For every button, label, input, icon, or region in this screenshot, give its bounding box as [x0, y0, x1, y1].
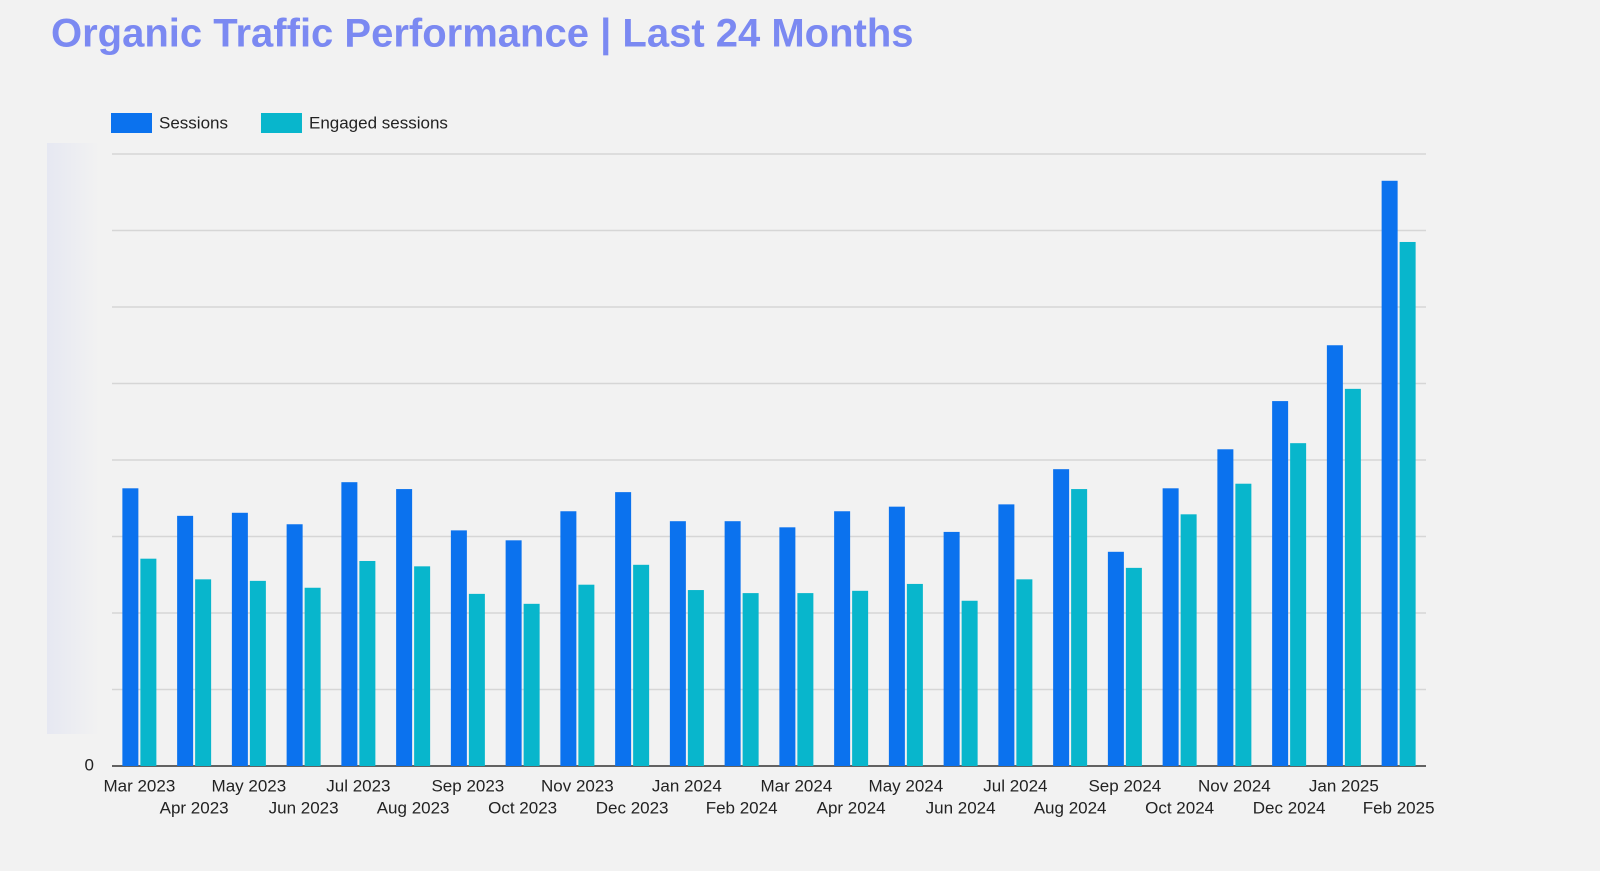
- bar: [1125, 567, 1142, 766]
- x-tick-label: Jan 2024: [652, 776, 722, 795]
- x-tick-label: Nov 2023: [541, 776, 614, 795]
- bar: [560, 511, 577, 766]
- legend-swatch: [260, 113, 302, 133]
- x-tick-label: Feb 2024: [706, 798, 778, 817]
- bar: [669, 521, 686, 766]
- bar: [906, 583, 923, 766]
- bar: [687, 590, 704, 766]
- bar: [1235, 483, 1252, 766]
- bar: [249, 580, 266, 766]
- x-tick-label: Feb 2025: [1363, 798, 1435, 817]
- axis-mask: [47, 143, 100, 734]
- bar: [396, 489, 413, 766]
- legend-swatch: [111, 113, 152, 133]
- bar: [1381, 180, 1398, 766]
- bar: [1107, 551, 1124, 766]
- bar: [797, 593, 814, 766]
- bar: [1162, 488, 1179, 766]
- bar: [742, 593, 759, 766]
- bar: [177, 515, 194, 766]
- x-tick-label: Apr 2023: [160, 798, 229, 817]
- bar: [888, 506, 905, 766]
- bar: [943, 531, 960, 766]
- x-tick-label: May 2023: [212, 776, 287, 795]
- x-tick-label: Apr 2024: [817, 798, 886, 817]
- bar: [231, 512, 248, 766]
- bar: [1399, 241, 1416, 767]
- bar: [140, 558, 157, 766]
- bar: [1053, 469, 1070, 766]
- bar: [523, 603, 540, 766]
- bar: [450, 530, 467, 766]
- bar: [852, 590, 869, 766]
- x-tick-label: Sep 2024: [1088, 776, 1161, 795]
- bar: [1016, 579, 1033, 766]
- bar: [779, 527, 796, 766]
- bar: [615, 492, 632, 766]
- x-tick-label: Mar 2024: [760, 776, 832, 795]
- bar: [414, 566, 431, 766]
- bar: [724, 521, 741, 766]
- bar: [1272, 401, 1289, 766]
- bar: [961, 600, 978, 766]
- bar: [341, 482, 358, 766]
- x-tick-label: Aug 2024: [1034, 798, 1107, 817]
- bar: [1071, 489, 1088, 766]
- legend: Sessions Engaged sessions: [111, 113, 448, 133]
- bar: [122, 488, 139, 766]
- x-tick-label: Nov 2024: [1198, 776, 1271, 795]
- x-tick-label: Oct 2023: [488, 798, 557, 817]
- bar: [1344, 388, 1361, 766]
- bar: [286, 524, 303, 766]
- x-tick-label: Mar 2023: [103, 776, 175, 795]
- y-tick-label: 0: [85, 755, 94, 774]
- legend-label: Engaged sessions: [309, 113, 448, 132]
- x-tick-label: Jan 2025: [1309, 776, 1379, 795]
- bar: [633, 564, 650, 766]
- x-tick-label: Dec 2023: [596, 798, 669, 817]
- bar: [304, 587, 321, 766]
- bar: [1290, 443, 1307, 766]
- x-tick-label: Jun 2024: [926, 798, 996, 817]
- x-tick-label: Jul 2023: [326, 776, 390, 795]
- bar: [359, 560, 376, 766]
- bar: [834, 511, 851, 766]
- x-tick-label: May 2024: [869, 776, 944, 795]
- x-tick-label: Jun 2023: [269, 798, 339, 817]
- x-tick-label: Sep 2023: [431, 776, 504, 795]
- x-tick-label: Oct 2024: [1145, 798, 1214, 817]
- chart-title: Organic Traffic Performance | Last 24 Mo…: [51, 12, 914, 56]
- bar: [505, 540, 522, 766]
- bar: [468, 593, 485, 766]
- x-tick-label: Dec 2024: [1253, 798, 1326, 817]
- x-tick-label: Aug 2023: [377, 798, 450, 817]
- bar: [998, 504, 1015, 766]
- legend-label: Sessions: [159, 113, 228, 132]
- x-tick-label: Jul 2024: [983, 776, 1047, 795]
- bar: [195, 579, 212, 766]
- bar: [1180, 514, 1197, 766]
- bar: [578, 584, 595, 766]
- bar: [1326, 345, 1343, 766]
- bar: [1217, 449, 1234, 766]
